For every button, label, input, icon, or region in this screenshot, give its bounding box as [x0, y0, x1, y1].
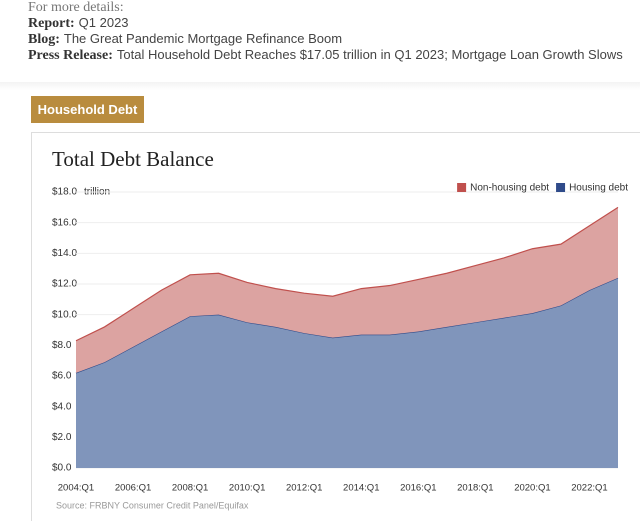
x-tick-label: 2004:Q1 — [58, 483, 94, 494]
area-edge — [75, 206, 619, 342]
legend-swatch — [457, 183, 467, 192]
y-tick-label: $10.0 — [52, 309, 77, 320]
source: Source: FRBNY Consumer Credit Panel/Equi… — [56, 500, 249, 510]
y-tick-label: $14.0 — [52, 248, 77, 259]
link-text[interactable]: Q1 2023 — [78, 15, 129, 30]
header-intro: For more details: — [28, 0, 124, 15]
link-text[interactable]: The Great Pandemic Mortgage Refinance Bo… — [63, 31, 343, 46]
y-tick-label: $16.0 — [52, 217, 77, 228]
x-tick-label: 2022:Q1 — [571, 483, 607, 494]
area — [76, 277, 618, 468]
header: For more details: Report: Q1 2023 Blog: Th… — [28, 0, 623, 63]
y-tick-label: $2.0 — [52, 432, 72, 443]
y-tick-label: $0.0 — [52, 463, 72, 474]
header-link[interactable]: Press Release: Total Household Debt Reach… — [28, 47, 623, 63]
tab[interactable]: Household Debt — [31, 96, 144, 123]
area — [76, 207, 618, 373]
y-tick-label: $8.0 — [52, 340, 72, 351]
header-link[interactable]: Report: Q1 2023 — [28, 15, 623, 31]
x-tick-label: 2014:Q1 — [343, 483, 379, 494]
link-text[interactable]: Total Household Debt Reaches $17.05 tril… — [116, 47, 623, 62]
header-link[interactable]: Blog: The Great Pandemic Mortgage Refinan… — [28, 31, 623, 47]
y-tick-label: $6.0 — [52, 371, 72, 382]
legend-swatch — [556, 183, 566, 192]
link-label: Report: — [28, 16, 75, 31]
chart-title: Total Debt Balance — [52, 147, 214, 171]
x-tick-label: 2008:Q1 — [172, 483, 208, 494]
chart-frame — [31, 132, 640, 521]
y-tick-label: $12.0 — [52, 279, 77, 290]
x-tick-label: 2006:Q1 — [115, 483, 151, 494]
link-label: Blog: — [28, 32, 60, 47]
x-tick-label: 2012:Q1 — [286, 483, 322, 494]
x-tick-label: 2018:Q1 — [457, 483, 493, 494]
link-label: Press Release: — [28, 48, 113, 63]
divider — [0, 82, 640, 90]
x-tick-label: 2016:Q1 — [400, 483, 436, 494]
x-tick-label: 2020:Q1 — [514, 483, 550, 494]
x-tick-label: 2010:Q1 — [229, 483, 265, 494]
legend-label: Non-housing debt — [470, 183, 549, 194]
y-tick-label: $18.0 — [52, 187, 77, 198]
legend-label: Housing debt — [569, 183, 628, 194]
y-tick-label: $4.0 — [52, 401, 72, 412]
